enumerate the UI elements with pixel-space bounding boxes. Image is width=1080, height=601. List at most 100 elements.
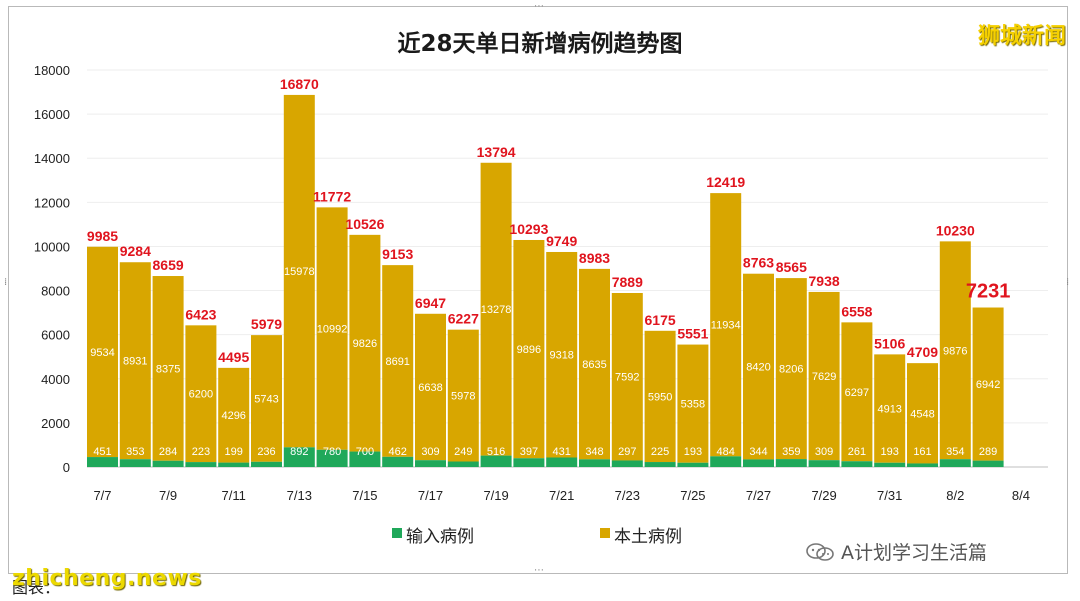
local-bar [152,276,184,461]
imported-value-label: 348 [585,446,603,458]
local-value-label: 7629 [812,371,836,383]
y-tick-label: 4000 [41,372,70,387]
imported-bar [349,451,381,467]
total-value-label: 9284 [120,243,151,259]
imported-bar [447,461,479,467]
local-value-label: 4548 [910,408,934,420]
total-value-label: 6423 [185,306,216,322]
imported-value-label: 780 [323,446,341,458]
imported-value-label: 297 [618,446,636,458]
wechat-account-name: A计划学习生活篇 [841,542,987,564]
imported-value-label: 484 [717,446,735,458]
local-value-label: 6942 [976,379,1000,391]
local-bar [907,363,938,464]
imported-value-label: 354 [946,446,964,458]
imported-value-label: 700 [356,446,374,458]
local-value-label: 8635 [582,359,606,371]
local-value-label: 9318 [549,350,573,362]
imported-value-label: 892 [290,446,308,458]
local-bar [513,239,545,459]
imported-bar [251,461,282,467]
imported-value-label: 397 [520,446,538,458]
y-tick-label: 14000 [34,151,70,166]
local-bar [611,293,643,461]
chart-title: 近28天单日新增病例趋势图 [397,31,683,57]
resize-handle-bottom[interactable]: ⋯ [534,565,544,576]
imported-value-label: 199 [225,446,243,458]
x-tick-label: 7/13 [287,488,312,503]
local-bar [87,246,118,458]
imported-value-label: 516 [487,446,505,458]
imported-bar [152,460,184,467]
total-value-label: 6947 [415,295,446,311]
local-bar [841,322,873,462]
resize-handle-right[interactable]: ⁞ [1066,277,1070,288]
total-value-label: 9985 [87,228,118,244]
x-tick-label: 7/23 [615,488,640,503]
x-tick-label: 7/9 [159,488,177,503]
local-bar [251,335,282,462]
total-value-label: 8565 [776,259,807,275]
local-bar [480,162,512,456]
resize-handle-left[interactable]: ⁞ [4,277,8,288]
imported-bar [283,447,315,467]
local-bar [447,329,479,462]
imported-bar [841,461,873,467]
local-bar [218,367,250,463]
x-tick-label: 7/19 [483,488,508,503]
local-value-label: 9896 [517,344,541,356]
imported-value-label: 236 [257,446,275,458]
total-value-label: 8763 [743,255,774,271]
local-value-label: 8691 [385,356,409,368]
resize-handle-top[interactable]: ⋯ [534,1,544,12]
local-value-label: 4296 [221,410,245,422]
imported-bar [218,462,250,467]
legend-swatch [600,528,610,538]
x-tick-label: 7/29 [811,488,836,503]
total-value-label: 5551 [677,326,708,342]
y-tick-label: 12000 [34,195,70,210]
total-value-label: 7889 [612,274,643,290]
imported-bar [743,459,774,467]
total-value-label: 10230 [936,222,975,238]
total-value-label: 9749 [546,233,577,249]
local-bar [119,262,151,460]
total-value-label: 8983 [579,250,610,266]
local-value-label: 5743 [254,393,278,405]
imported-bar [677,462,709,467]
imported-bar [874,462,906,467]
imported-bar [644,462,676,467]
imported-value-label: 451 [93,446,111,458]
imported-bar [907,463,938,467]
imported-value-label: 284 [159,446,177,458]
site-watermark: zhicheng.news [12,566,202,591]
local-value-label: 6297 [845,387,869,399]
imported-bar [316,449,348,467]
imported-value-label: 359 [782,446,800,458]
local-bar [382,265,414,457]
x-tick-label: 7/21 [549,488,574,503]
imported-bar [972,460,1004,467]
imported-bar [546,457,578,467]
imported-value-label: 261 [848,446,866,458]
total-value-label: 4709 [907,344,938,360]
y-tick-label: 6000 [41,328,70,343]
local-value-label: 9826 [353,338,377,350]
local-value-label: 9876 [943,345,967,357]
total-value-label: 10293 [509,221,548,237]
x-tick-label: 7/31 [877,488,902,503]
imported-bar [513,458,545,467]
total-value-label: 6558 [841,303,872,319]
local-bar [349,234,381,452]
local-bar [775,278,807,460]
local-bar [808,291,840,461]
imported-value-label: 193 [684,446,702,458]
local-bar [677,344,709,463]
y-tick-label: 10000 [34,239,70,254]
brand-watermark: 狮城新闻 [977,24,1066,49]
imported-value-label: 223 [192,446,210,458]
x-tick-label: 7/17 [418,488,443,503]
local-bar [546,251,578,458]
imported-value-label: 161 [913,446,931,458]
